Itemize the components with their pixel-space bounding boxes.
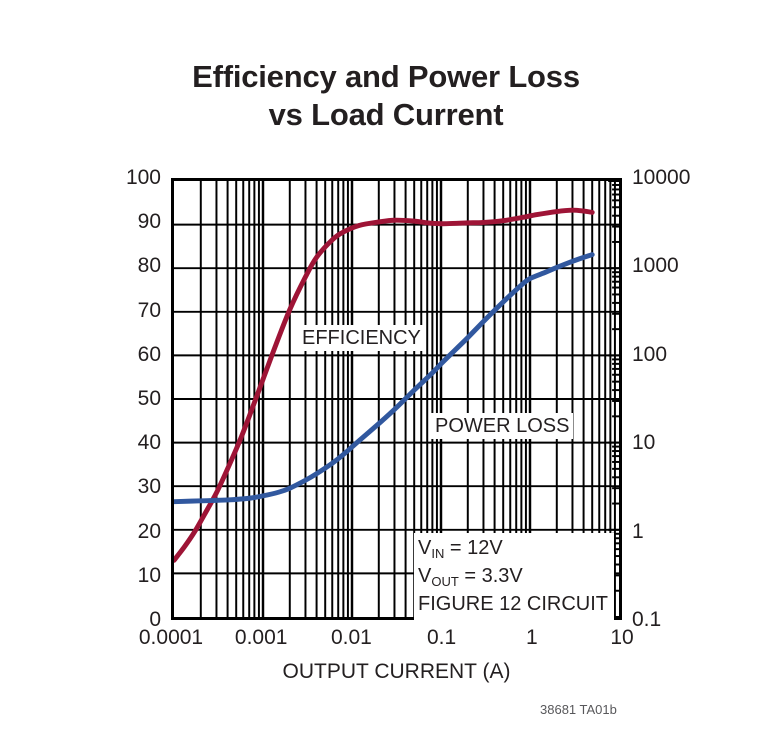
vin-note: VIN = 12V [418, 537, 503, 561]
conditions-note: VIN = 12V VOUT = 3.3V FIGURE 12 CIRCUIT [414, 533, 615, 620]
y-axis-left-tick: 60 [137, 342, 161, 366]
y-axis-left-tick: 70 [137, 298, 161, 322]
y-axis-left-tick: 30 [137, 475, 161, 499]
plot-area: EFFICIENCY POWER LOSS VIN = 12V VOUT = 3… [171, 178, 622, 620]
y-axis-right-tick-labels: 0.1 1 10 100 1000 10000 [632, 167, 722, 630]
y-axis-left-tick: 0 [149, 608, 161, 631]
y-axis-right-tick: 10000 [632, 166, 691, 189]
figure-code: 38681 TA01b [540, 702, 617, 717]
y-axis-right-tick: 1 [632, 519, 644, 543]
y-axis-left-tick: 10 [137, 563, 161, 587]
y-axis-left-tick-labels: 0 10 20 30 40 50 60 70 80 90 100 [95, 167, 161, 630]
chart-title-line-1: Efficiency and Power Loss [192, 59, 580, 94]
power-loss-curve-label: POWER LOSS [431, 413, 574, 439]
y-axis-left-tick: 90 [137, 210, 161, 234]
x-axis-title: OUTPUT CURRENT (A) [282, 660, 511, 683]
y-axis-right-tick: 10 [632, 431, 656, 455]
y-axis-right-tick: 100 [632, 342, 668, 366]
chart-title-line-2: vs Load Current [268, 97, 504, 132]
efficiency-curve-label: EFFICIENCY [298, 325, 425, 351]
power-loss-curve [174, 252, 595, 505]
data-curves [174, 207, 595, 563]
x-axis-tick: 1 [525, 626, 538, 649]
y-axis-left-tick: 50 [137, 387, 161, 410]
grid-lines [174, 181, 619, 617]
x-axis-tick: 10 [610, 626, 634, 649]
y-axis-left-tick: 100 [125, 166, 161, 189]
x-axis-tick: 0.01 [330, 626, 372, 649]
vout-note: VOUT = 3.3V [418, 565, 523, 589]
y-axis-right-tick: 0.1 [632, 608, 662, 631]
y-axis-right-tick: 1000 [632, 254, 679, 278]
chart-title: Efficiency and Power Loss vs Load Curren… [0, 58, 772, 134]
x-axis-tick: 0.1 [426, 626, 457, 649]
x-axis-tick: 0.0001 [138, 626, 204, 649]
y-axis-left-tick: 40 [137, 431, 161, 455]
y-axis-left-tick: 80 [137, 254, 161, 278]
y-axis-left-tick: 20 [137, 519, 161, 543]
x-axis-tick-labels: 0.0001 0.001 0.01 0.1 1 10 [139, 626, 634, 654]
efficiency-curve [174, 207, 595, 563]
figure-note: FIGURE 12 CIRCUIT [418, 593, 609, 615]
x-axis-tick: 0.001 [234, 626, 288, 649]
